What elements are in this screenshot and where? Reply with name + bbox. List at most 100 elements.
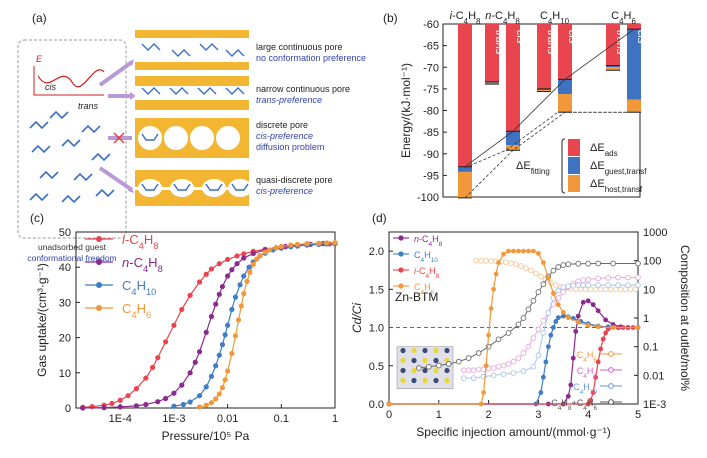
legend-label-b: ΔEguest,transf bbox=[590, 160, 647, 176]
data-point-left-d bbox=[610, 325, 616, 330]
guest-box bbox=[17, 39, 127, 239]
data-point-c bbox=[241, 273, 247, 279]
data-point-left-d bbox=[590, 302, 596, 308]
pore-cis-molecule bbox=[205, 183, 223, 191]
data-point-c bbox=[208, 373, 215, 379]
y-tick-label-right-d: 1000 bbox=[643, 227, 667, 239]
guest-cis-label: cis bbox=[45, 82, 56, 92]
data-point-c bbox=[187, 399, 193, 405]
y-axis-label-right-d: Composition at outlet/mol% bbox=[678, 245, 692, 391]
data-point-right-d bbox=[535, 326, 542, 333]
y-tick-label-b: -70 bbox=[423, 62, 439, 74]
x-axis-label-d: Specific injection amount/(mmol·g⁻¹) bbox=[416, 425, 610, 439]
data-point-right-d bbox=[510, 370, 517, 376]
data-point-c bbox=[192, 359, 198, 365]
bar-guest bbox=[606, 65, 620, 68]
data-point-c bbox=[80, 405, 86, 411]
panel-b-label: (b) bbox=[383, 11, 398, 25]
data-point-c bbox=[237, 282, 243, 288]
data-point-left-d bbox=[568, 382, 574, 388]
y-tick-label-left-d: 0.0 bbox=[369, 399, 384, 411]
legend-fitting-sub: fitting bbox=[531, 167, 550, 176]
data-point-c bbox=[247, 269, 253, 276]
y-tick-label-right-d: 0.01 bbox=[643, 370, 664, 382]
data-point-right-d bbox=[560, 289, 567, 295]
structure-atom bbox=[433, 377, 439, 384]
data-point-left-d bbox=[565, 393, 571, 399]
data-point-right-d bbox=[585, 282, 592, 288]
structure-atom bbox=[422, 367, 428, 374]
bar-host bbox=[485, 82, 499, 85]
data-point-c bbox=[196, 404, 203, 410]
data-point-c bbox=[163, 339, 169, 345]
data-point-right-d bbox=[525, 306, 532, 313]
y-tick-label-b: -75 bbox=[423, 84, 439, 96]
y-axis-label-c: Gas uptake/(cm³·g⁻¹) bbox=[35, 263, 49, 377]
framework-wall bbox=[135, 30, 249, 38]
isotherm-chart: 1E-4 1E-3 0.01 0.1 101020304050Pressure/10⁵ … bbox=[35, 227, 338, 443]
data-point-left-d bbox=[600, 336, 606, 342]
data-point-c bbox=[238, 303, 244, 309]
data-point-c bbox=[324, 240, 330, 246]
guest-molecule bbox=[39, 170, 59, 180]
bar-ads bbox=[506, 24, 520, 132]
data-point-left-d bbox=[555, 315, 561, 321]
x-tick-label-c: 1E-4 bbox=[109, 413, 132, 425]
structure-atom bbox=[411, 377, 417, 384]
data-point-left-d bbox=[540, 260, 546, 265]
data-point-c bbox=[216, 291, 222, 297]
data-point-c bbox=[133, 403, 139, 409]
data-point-c bbox=[288, 242, 294, 248]
framework-wall bbox=[135, 62, 249, 70]
data-point-right-d bbox=[500, 371, 507, 377]
data-point-right-d bbox=[605, 275, 611, 281]
data-point-c bbox=[278, 243, 284, 250]
data-point-right-d bbox=[470, 367, 477, 374]
data-point-left-d bbox=[491, 286, 496, 292]
data-point-left-d bbox=[550, 290, 556, 296]
legend-label-right-d: C4H8 bbox=[577, 366, 598, 380]
data-point-c bbox=[244, 278, 250, 284]
guest-molecule bbox=[81, 124, 101, 134]
data-point-right-d bbox=[530, 335, 537, 341]
arrow-head-narrow bbox=[130, 92, 136, 100]
data-point-right-d bbox=[528, 267, 534, 274]
data-point-right-d bbox=[535, 289, 542, 295]
legend-label-b: ΔEhost,transf bbox=[590, 178, 643, 194]
y-tick-label-left-d: 2.0 bbox=[369, 246, 384, 258]
pore-cis-molecule bbox=[141, 133, 159, 141]
legend-marker-right-d bbox=[608, 399, 614, 405]
blocked-cross-icon bbox=[113, 132, 125, 144]
pore-cavity bbox=[138, 179, 162, 197]
series-line-c bbox=[199, 241, 336, 408]
data-point-right-d bbox=[523, 265, 529, 271]
bar-host bbox=[606, 67, 620, 71]
data-point-c bbox=[241, 255, 247, 261]
y-tick-label-b: -95 bbox=[423, 170, 439, 182]
structure-atom bbox=[411, 367, 417, 374]
x-tick-label-d: 3 bbox=[535, 409, 541, 421]
data-point-right-d bbox=[635, 260, 641, 267]
structure-atom bbox=[422, 377, 428, 384]
x-tick-label-c: 1E-3 bbox=[162, 413, 185, 425]
x-tick-label-d: 4 bbox=[585, 409, 591, 421]
structure-atom bbox=[444, 347, 450, 354]
data-point-c bbox=[179, 306, 185, 313]
data-point-left-d bbox=[585, 322, 591, 328]
data-point-c bbox=[179, 382, 185, 388]
data-point-left-d bbox=[531, 248, 536, 254]
data-point-right-d bbox=[505, 330, 512, 336]
data-point-right-d bbox=[560, 284, 567, 290]
legend-label-left-d: i-C4H8 bbox=[414, 266, 440, 280]
data-point-right-d bbox=[485, 343, 492, 350]
group-label-b: n-C4H8 bbox=[485, 10, 520, 26]
data-point-c bbox=[225, 273, 231, 279]
data-point-c bbox=[225, 368, 231, 374]
data-point-right-d bbox=[520, 315, 527, 321]
series-line-c bbox=[82, 242, 336, 409]
data-point-c bbox=[117, 404, 123, 410]
data-point-left-d bbox=[575, 313, 581, 319]
framework-wall bbox=[135, 76, 249, 86]
y-tick-label-left-d: 1.0 bbox=[369, 323, 384, 335]
data-point-left-d bbox=[496, 260, 501, 265]
